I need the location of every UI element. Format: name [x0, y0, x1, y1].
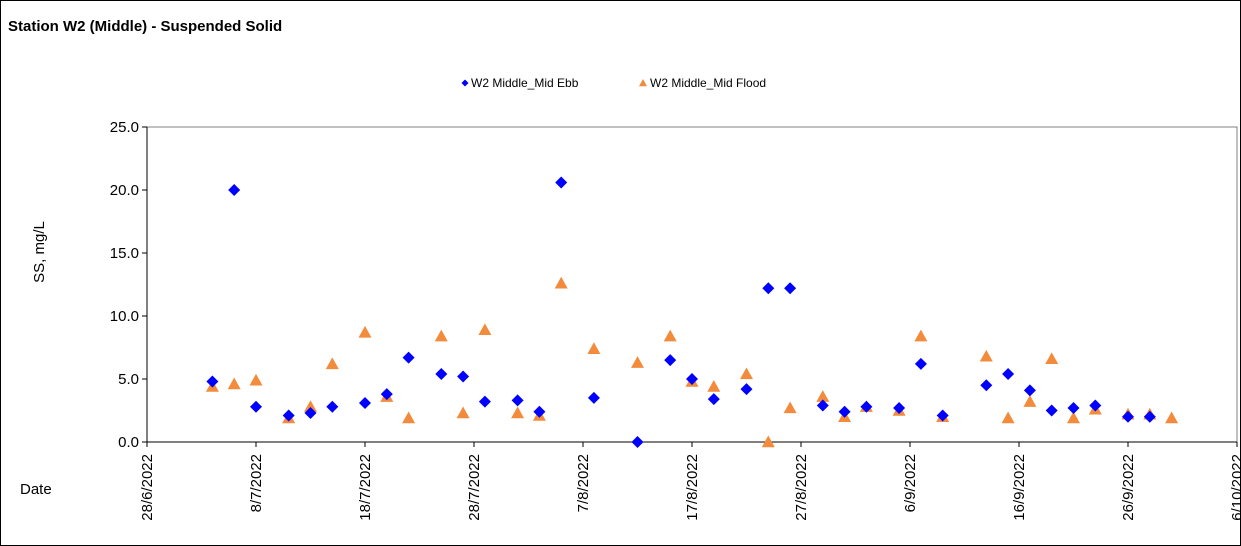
flood-point	[304, 400, 317, 412]
ebb-point	[511, 394, 524, 407]
y-axis: 0.0 5.0 10.0 15.0 20.0 25.0	[110, 119, 148, 451]
ebb-point	[1143, 410, 1156, 423]
ebb-point	[1002, 367, 1015, 380]
legend: W2 Middle_Mid Ebb W2 Middle_Mid Flood	[461, 76, 766, 90]
series-mid-flood	[205, 276, 1179, 448]
ebb-point	[478, 395, 491, 408]
ebb-point	[533, 405, 546, 418]
flood-point	[1067, 411, 1080, 424]
flood-point	[783, 401, 797, 414]
ebb-point	[1089, 399, 1102, 412]
ebb-point	[1067, 401, 1080, 414]
y-axis-title: SS, mg/L	[31, 221, 48, 283]
ebb-point	[860, 400, 873, 413]
ebb-point	[282, 409, 295, 422]
flood-point	[249, 373, 263, 386]
flood-point	[761, 435, 775, 448]
flood-point	[1023, 395, 1037, 407]
x-axis: 28/6/2022 8/7/2022 18/7/2022 28/7/2022 7/8/2…	[139, 441, 1241, 521]
flood-point	[707, 380, 721, 392]
ebb-point	[206, 375, 219, 388]
plot-area	[146, 126, 1238, 443]
flood-point	[511, 406, 525, 419]
flood-point	[1001, 411, 1015, 424]
ebb-point	[784, 282, 797, 295]
plot-border	[146, 126, 1238, 443]
x-tick-label: 17/8/2022	[684, 454, 701, 521]
flood-point	[631, 356, 644, 368]
x-tick-label: 28/6/2022	[139, 454, 156, 521]
ebb-point	[914, 357, 927, 370]
flood-point	[478, 323, 492, 336]
ebb-point	[228, 184, 241, 196]
y-tick-label: 25.0	[110, 119, 139, 136]
x-tick-label: 27/8/2022	[793, 454, 810, 521]
ebb-point	[326, 400, 339, 413]
ebb-point	[1045, 404, 1058, 417]
x-tick-label: 16/9/2022	[1011, 454, 1028, 521]
ebb-point	[435, 367, 448, 380]
ebb-point	[1122, 410, 1134, 423]
flood-point	[663, 329, 677, 342]
ebb-point	[631, 436, 644, 448]
ebb-point	[1023, 384, 1036, 397]
series-layer	[205, 176, 1179, 448]
ebb-point	[457, 370, 470, 383]
y-tick-label: 15.0	[110, 245, 139, 262]
x-tick-label: 26/9/2022	[1120, 454, 1137, 521]
chart-title: Station W2 (Middle) - Suspended Solid	[8, 18, 283, 35]
flood-point	[1045, 352, 1059, 365]
y-tick-label: 0.0	[118, 434, 139, 451]
y-tick-label: 5.0	[118, 371, 139, 388]
x-tick-label: 7/8/2022	[575, 454, 592, 512]
ebb-point	[380, 388, 393, 401]
flood-point	[325, 357, 339, 370]
ebb-point	[555, 176, 568, 189]
ebb-point	[304, 407, 317, 420]
flood-point	[740, 367, 753, 380]
flood-point	[587, 342, 601, 354]
ebb-point	[936, 409, 949, 422]
ebb-point	[587, 391, 600, 404]
ebb-point	[402, 351, 415, 364]
ebb-point	[664, 354, 677, 367]
flood-point	[914, 329, 928, 342]
legend-ebb-label: W2 Middle_Mid Ebb	[471, 76, 579, 90]
ebb-point	[707, 393, 720, 406]
legend-flood-marker	[639, 79, 647, 87]
ebb-point	[838, 405, 851, 418]
flood-point	[816, 390, 830, 402]
flood-point	[554, 276, 568, 289]
x-axis-title: Date	[20, 481, 52, 498]
x-tick-label: 6/10/2022	[1229, 454, 1241, 521]
ebb-point	[980, 379, 993, 392]
ebb-point	[762, 282, 775, 295]
ebb-point	[250, 400, 262, 413]
legend-flood-label: W2 Middle_Mid Flood	[650, 76, 766, 90]
legend-ebb-marker	[461, 79, 469, 87]
y-tick-label: 20.0	[110, 182, 139, 199]
flood-point	[358, 325, 372, 338]
x-tick-label: 18/7/2022	[357, 454, 374, 521]
x-tick-label: 8/7/2022	[248, 454, 265, 512]
y-tick-label: 10.0	[110, 308, 139, 325]
ebb-point	[686, 373, 698, 385]
x-tick-label: 6/9/2022	[902, 454, 919, 512]
ebb-point	[359, 396, 371, 409]
ebb-point	[816, 399, 829, 412]
x-tick-label: 28/7/2022	[466, 454, 483, 521]
flood-point	[227, 377, 241, 390]
ebb-point	[893, 401, 906, 414]
flood-point	[456, 406, 470, 419]
flood-point	[979, 349, 993, 362]
flood-point	[402, 411, 416, 424]
flood-point	[434, 329, 448, 342]
series-mid-ebb	[206, 176, 1156, 448]
ebb-point	[740, 383, 753, 396]
flood-point	[1165, 411, 1179, 424]
